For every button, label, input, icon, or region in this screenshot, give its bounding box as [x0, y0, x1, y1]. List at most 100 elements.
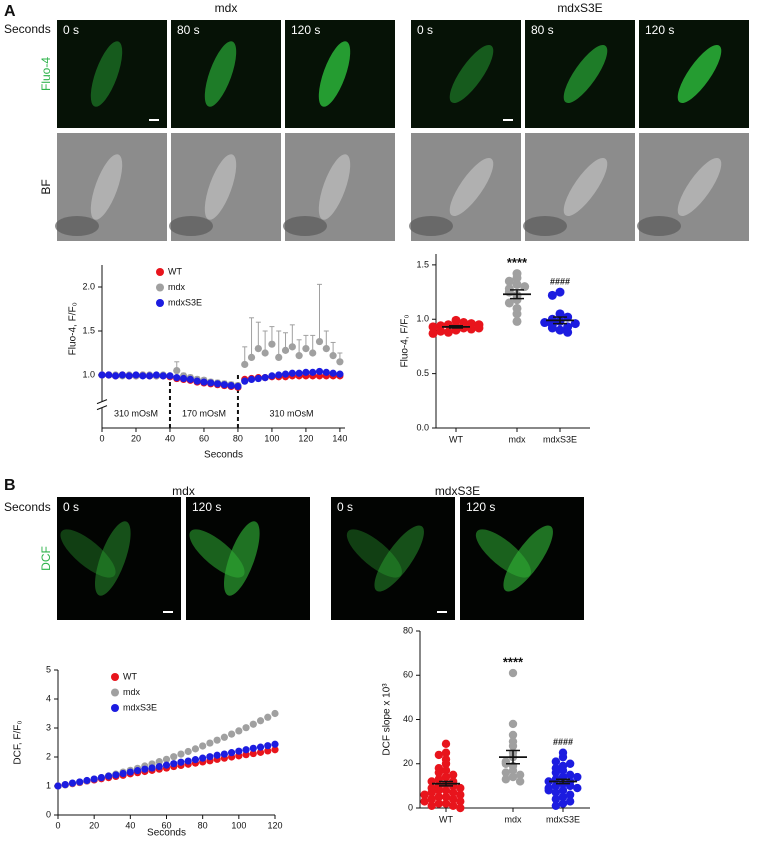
data-point [441, 792, 451, 802]
x-tick-label: 40 [165, 433, 175, 443]
data-point [155, 758, 163, 766]
data-point [281, 370, 290, 378]
group-title: mdxS3E [435, 484, 480, 498]
group-title: mdxS3E [557, 1, 602, 15]
y-tick-label: 1.5 [416, 259, 429, 269]
time-label: 0 s [63, 23, 79, 37]
data-point [427, 794, 436, 804]
data-point [235, 727, 243, 735]
data-point [264, 742, 272, 750]
data-point [448, 770, 458, 780]
data-point [145, 372, 154, 380]
data-point [573, 783, 582, 793]
data-point [184, 747, 192, 756]
data-point [90, 775, 98, 783]
data-point [555, 325, 565, 335]
data-point [295, 352, 303, 360]
data-point [434, 799, 444, 808]
cell-shape [318, 41, 351, 107]
y-tick-label: 20 [403, 758, 413, 768]
cell-shape [409, 216, 453, 236]
y-tick-label: 0 [408, 802, 413, 812]
data-point [551, 788, 561, 797]
cell-shape [318, 154, 351, 220]
data-point [141, 765, 149, 773]
x-tick-label: 140 [332, 433, 347, 443]
data-point [247, 353, 256, 361]
data-point [148, 764, 156, 772]
data-point [448, 794, 458, 804]
x-tick-label: 120 [267, 820, 282, 830]
data-point [456, 797, 465, 806]
data-point [213, 736, 221, 744]
data-point [228, 749, 236, 757]
cell-shape [223, 521, 260, 596]
data-point [420, 790, 429, 799]
x-axis-label: Seconds [147, 828, 186, 839]
cell-shape [449, 44, 494, 104]
data-point [555, 287, 565, 297]
data-point [173, 367, 181, 375]
x-tick-label: 60 [199, 433, 209, 443]
data-point [512, 295, 522, 305]
data-point [443, 327, 453, 337]
cell-shape [60, 529, 116, 578]
data-point [227, 381, 235, 390]
cell-shape [677, 44, 722, 104]
data-point [565, 759, 575, 768]
legend-label: WT [123, 671, 137, 681]
x-tick-label: 100 [264, 433, 279, 443]
data-point [336, 370, 344, 378]
y-tick-label: 0.0 [416, 422, 429, 432]
x-tick-label: mdx [504, 814, 522, 824]
time-label: 120 s [291, 23, 320, 37]
data-point [428, 322, 438, 332]
cell-shape [55, 216, 99, 236]
y-tick-label: 1.0 [416, 314, 429, 324]
data-point [275, 353, 283, 361]
data-point [139, 372, 147, 380]
data-point [213, 380, 222, 388]
data-point [125, 372, 133, 380]
data-point [565, 797, 575, 806]
data-point [119, 769, 127, 778]
data-point [434, 792, 444, 802]
cell-shape [189, 529, 245, 578]
cell-shape [475, 529, 531, 578]
legend-marker [156, 283, 164, 292]
legend-label: WT [168, 266, 182, 276]
x-tick-label: 80 [198, 820, 208, 830]
data-point [111, 372, 120, 380]
data-point [448, 801, 458, 810]
data-point [441, 739, 451, 749]
y-axis-label: Fluo-4, F/F₀ [400, 314, 411, 367]
y-tick-label: 1.5 [82, 325, 95, 335]
row-header: Seconds [4, 22, 51, 36]
x-axis-label: Seconds [204, 450, 243, 461]
data-point [271, 746, 279, 754]
data-point [193, 377, 201, 385]
data-point [173, 374, 181, 382]
legend-marker [156, 268, 164, 276]
data-point [254, 345, 262, 353]
cell-shape [374, 525, 424, 592]
data-point [155, 762, 163, 771]
data-point [544, 786, 553, 795]
legend-marker [111, 688, 119, 697]
cell-shape [94, 521, 131, 596]
data-point [508, 668, 518, 678]
data-point [329, 352, 337, 360]
data-point [329, 369, 337, 377]
data-point [242, 724, 250, 732]
data-point [256, 748, 265, 756]
data-point [54, 782, 62, 790]
time-label: 0 s [417, 23, 433, 37]
data-point [456, 803, 465, 813]
legend-label: mdx [123, 687, 141, 697]
data-point [242, 751, 250, 759]
data-point [256, 717, 265, 725]
panel-label: B [4, 477, 16, 494]
data-point [551, 768, 561, 777]
data-point [199, 742, 207, 750]
